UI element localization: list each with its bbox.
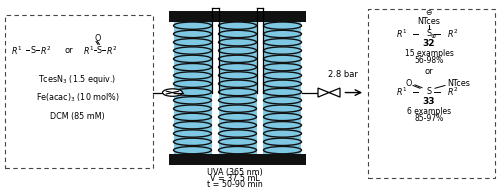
Bar [168, 154, 216, 165]
Text: S: S [96, 46, 102, 55]
Bar [264, 13, 302, 163]
Text: $R^2$: $R^2$ [448, 85, 458, 98]
Text: $R^1$: $R^1$ [396, 85, 407, 98]
Text: S: S [30, 46, 36, 55]
Bar [174, 13, 212, 163]
Polygon shape [329, 88, 340, 97]
Text: 85-97%: 85-97% [414, 114, 444, 123]
Bar [168, 11, 216, 22]
Text: $R^1$: $R^1$ [396, 27, 407, 40]
Polygon shape [318, 88, 329, 97]
Text: 6 examples: 6 examples [407, 107, 451, 116]
Text: 2.8 bar: 2.8 bar [328, 70, 358, 79]
Text: $R^1$: $R^1$ [11, 44, 22, 57]
Text: V = 37.5 mL: V = 37.5 mL [210, 174, 260, 183]
Text: $\oplus$: $\oplus$ [430, 32, 436, 40]
Text: t = 50-90 min: t = 50-90 min [207, 180, 263, 187]
Bar [258, 154, 306, 165]
Text: NTces: NTces [448, 79, 470, 88]
FancyBboxPatch shape [5, 15, 152, 168]
Text: TcesN$_3$ (1.5 equiv.): TcesN$_3$ (1.5 equiv.) [38, 73, 117, 86]
Bar [214, 11, 262, 22]
Text: $R^2$: $R^2$ [448, 27, 458, 40]
Text: NTces: NTces [418, 17, 440, 26]
Text: O: O [94, 34, 100, 43]
Bar [214, 154, 262, 165]
Text: $R^1$: $R^1$ [83, 44, 94, 57]
Text: $R^2$: $R^2$ [40, 44, 51, 57]
Text: 33: 33 [423, 97, 435, 106]
Bar [258, 11, 306, 22]
Bar [218, 13, 256, 163]
Text: 56-98%: 56-98% [414, 56, 444, 65]
Text: $R^2$: $R^2$ [106, 44, 117, 57]
Text: $\ominus$: $\ominus$ [425, 8, 433, 17]
Text: UVA (365 nm): UVA (365 nm) [207, 168, 263, 177]
Text: Fe(acac)$_3$ (10 mol%): Fe(acac)$_3$ (10 mol%) [36, 92, 119, 104]
Text: 15 examples: 15 examples [404, 49, 454, 58]
Text: or: or [424, 67, 434, 76]
Text: DCM (85 mM): DCM (85 mM) [50, 112, 105, 121]
Text: O: O [406, 79, 412, 88]
Text: or: or [64, 46, 74, 55]
Circle shape [162, 89, 182, 96]
Text: S: S [426, 87, 432, 96]
FancyBboxPatch shape [368, 9, 495, 178]
Text: 32: 32 [423, 39, 435, 48]
Text: S: S [426, 29, 432, 38]
